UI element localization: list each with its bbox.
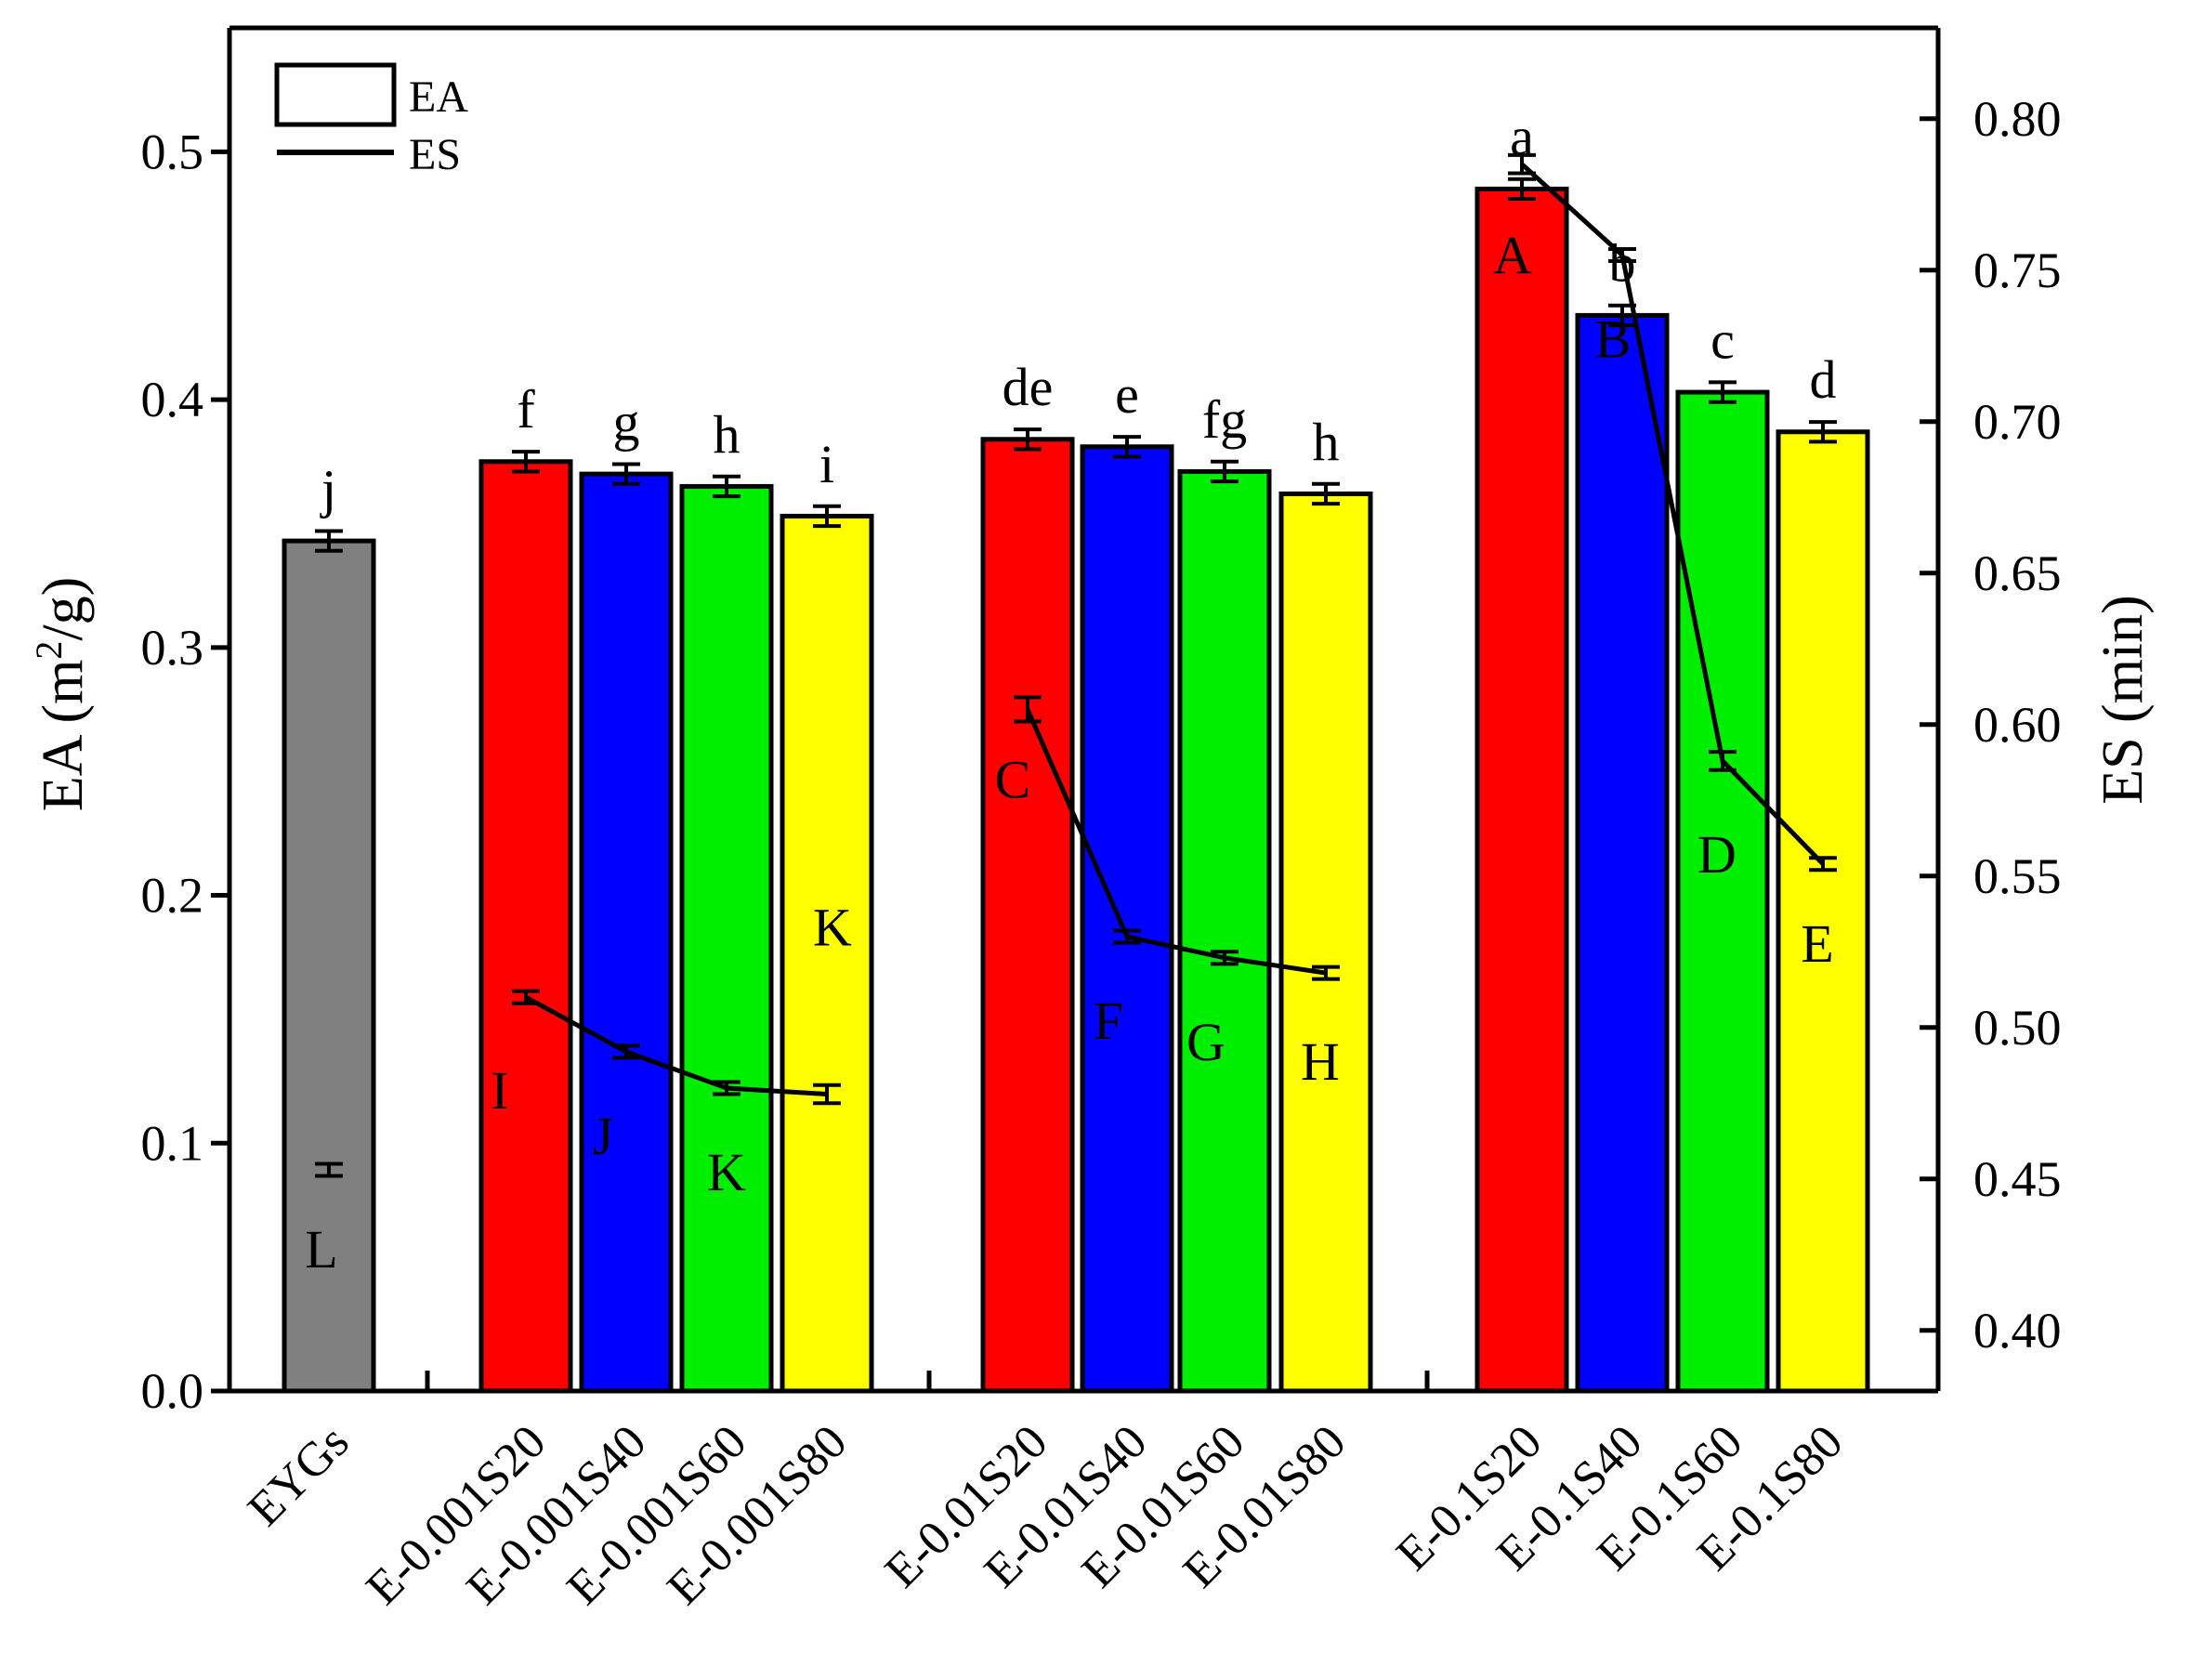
left-tick-label: 0.1 — [141, 1115, 204, 1171]
ea-error-bar — [813, 504, 841, 529]
right-tick-label: 0.50 — [1973, 1000, 2062, 1056]
ea-significance-label: h — [714, 404, 741, 465]
ea-bar — [478, 459, 573, 1394]
es-line — [1520, 162, 1825, 866]
es-error-bar — [612, 1043, 640, 1060]
es-error-bar — [1211, 950, 1239, 966]
ea-significance-label: a — [1510, 107, 1534, 167]
right-tick-label: 0.40 — [1973, 1303, 2062, 1358]
right-tick-label: 0.45 — [1973, 1151, 2062, 1207]
ea-bar — [282, 538, 376, 1394]
left-tick-label: 0.2 — [141, 868, 204, 924]
category-label: EYGs — [238, 1415, 359, 1536]
es-error-bar — [1113, 928, 1141, 945]
es-error-bar — [1709, 750, 1737, 772]
ea-bar — [1575, 312, 1670, 1394]
right-axis-title: ES (min) — [2091, 595, 2155, 805]
es-significance-label: E — [1801, 913, 1833, 974]
ea-error-bar — [1312, 481, 1340, 506]
es-error-bar — [1014, 695, 1042, 724]
ea-error-bar — [315, 529, 343, 553]
axes-layer — [211, 25, 1941, 1394]
ea-bar — [1475, 186, 1569, 1394]
es-error-bar — [1508, 152, 1536, 176]
es-significance-label: K — [707, 1142, 746, 1202]
ea-error-bar — [1709, 380, 1737, 404]
right-tick-label: 0.65 — [1973, 545, 2062, 601]
ea-error-bar — [612, 462, 640, 486]
ea-bar — [679, 483, 774, 1394]
left-tick-label: 0.3 — [141, 620, 204, 676]
es-significance-label: I — [491, 1060, 508, 1121]
es-significance-label: K — [813, 898, 852, 958]
es-error-bar — [315, 1162, 343, 1178]
right-tick-label: 0.70 — [1973, 394, 2062, 450]
es-error-bar — [1312, 965, 1340, 981]
es-line — [1025, 708, 1327, 976]
es-significance-label: L — [305, 1219, 337, 1280]
es-significance-label: A — [1493, 226, 1532, 286]
ea-significance-label: i — [819, 434, 834, 494]
right-tick-label: 0.55 — [1973, 848, 2062, 904]
ea-bar — [1675, 389, 1770, 1394]
es-significance-label: F — [1094, 991, 1123, 1051]
es-significance-label: J — [593, 1106, 614, 1166]
left-tick-label: 0.4 — [141, 372, 204, 427]
legend-ea-label: EA — [409, 72, 468, 122]
ea-error-bar — [1809, 420, 1837, 444]
es-line-layer — [315, 152, 1837, 1178]
ea-error-bar — [713, 474, 741, 499]
es-error-bar — [1608, 246, 1636, 264]
es-significance-label: D — [1697, 824, 1737, 885]
ea-significance-label: h — [1313, 412, 1340, 472]
right-tick-label: 0.75 — [1973, 243, 2062, 298]
ea-significance-label: j — [320, 458, 336, 518]
ea-significance-label: c — [1710, 309, 1735, 370]
right-tick-label: 0.60 — [1973, 697, 2062, 753]
ea-significance-label: f — [517, 379, 535, 440]
ea-error-bar — [512, 450, 540, 474]
es-error-bar — [1809, 856, 1837, 873]
ea-significance-label: de — [1003, 357, 1054, 417]
es-line — [524, 995, 828, 1097]
ea-error-bar — [1014, 427, 1042, 452]
left-axis-title: EA (m2/g) — [28, 577, 95, 811]
es-error-bar — [813, 1083, 841, 1106]
es-significance-label: H — [1301, 1031, 1340, 1092]
ea-error-bar — [1211, 459, 1239, 484]
ea-significance-label: fg — [1202, 389, 1247, 450]
ea-error-bar — [1508, 177, 1536, 202]
ea-significance-label: e — [1115, 364, 1139, 425]
ea-bar — [1776, 429, 1870, 1394]
legend-es-label: ES — [409, 130, 461, 179]
legend-bar-swatch — [274, 62, 397, 127]
right-tick-label: 0.80 — [1973, 91, 2062, 147]
es-significance-label: G — [1186, 1012, 1226, 1072]
es-error-bar — [713, 1080, 741, 1096]
bars-layer — [282, 177, 1870, 1394]
left-tick-label: 0.0 — [141, 1363, 204, 1419]
ea-bar — [579, 471, 674, 1394]
ea-significance-label: b — [1609, 233, 1636, 294]
ea-bar — [1177, 468, 1272, 1394]
left-tick-label: 0.5 — [141, 124, 204, 179]
es-error-bar — [512, 989, 540, 1005]
ea-error-bar — [1113, 435, 1141, 459]
es-significance-label: C — [995, 750, 1031, 810]
es-significance-label: B — [1595, 309, 1632, 370]
ea-significance-label: d — [1810, 349, 1837, 410]
ea-bar — [1080, 444, 1174, 1394]
ea-bar — [1278, 491, 1373, 1394]
ea-significance-label: g — [613, 391, 640, 452]
legend: EA ES — [274, 62, 468, 179]
ea-bar — [980, 437, 1075, 1394]
